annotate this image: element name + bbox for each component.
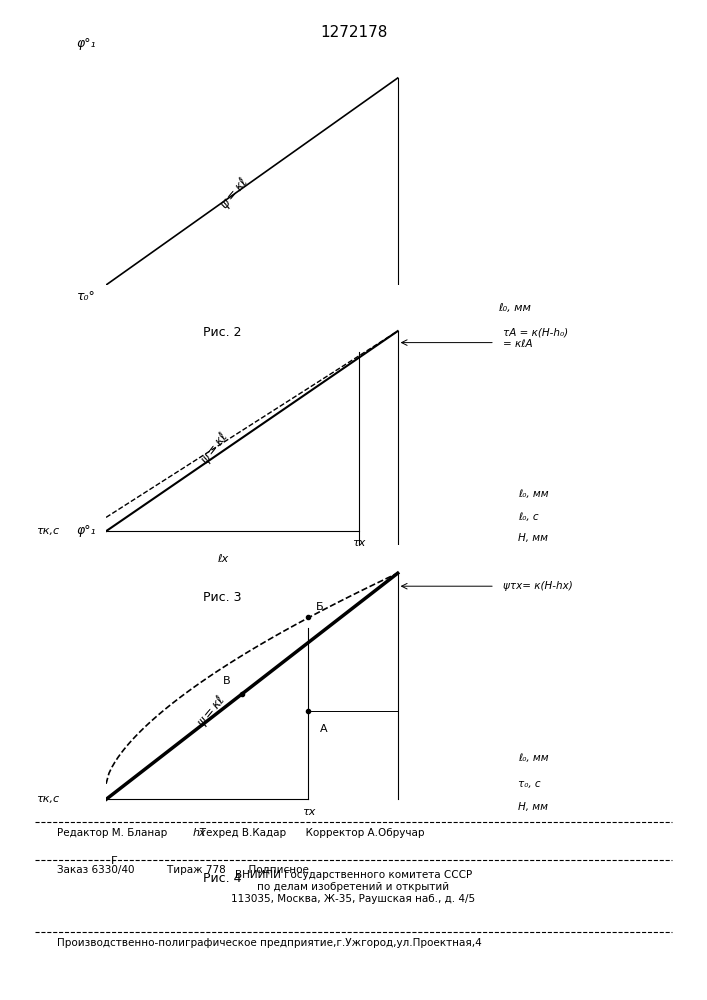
Text: τх: τх	[302, 807, 315, 817]
Text: 113035, Москва, Ж-35, Раушская наб., д. 4/5: 113035, Москва, Ж-35, Раушская наб., д. …	[231, 894, 476, 904]
Text: $\psi = \kappa\ell$: $\psi = \kappa\ell$	[192, 691, 230, 731]
Text: $\psi = \kappa\ell$: $\psi = \kappa\ell$	[216, 173, 253, 213]
Text: hх: hх	[192, 828, 206, 838]
Text: $\Gamma$: $\Gamma$	[110, 854, 118, 866]
Text: A: A	[320, 724, 327, 734]
Text: Рис. 4: Рис. 4	[204, 872, 242, 885]
Text: 1272178: 1272178	[320, 25, 387, 40]
Text: Рис. 3: Рис. 3	[204, 591, 242, 604]
Text: τк,с: τк,с	[36, 794, 59, 804]
Text: τА = к(H-h₀)
= кℓА: τА = к(H-h₀) = кℓА	[503, 327, 568, 349]
Text: Б: Б	[316, 602, 324, 612]
Text: ℓ₀, мм: ℓ₀, мм	[498, 303, 531, 313]
Text: τх: τх	[352, 538, 366, 548]
Text: B: B	[223, 676, 230, 686]
Text: ВНИИПИ Государственного комитета СССР: ВНИИПИ Государственного комитета СССР	[235, 870, 472, 880]
Text: ψτх= к(H-hх): ψτх= к(H-hх)	[503, 581, 573, 591]
Text: $\psi = \kappa\ell$: $\psi = \kappa\ell$	[197, 428, 233, 468]
Text: Производственно-полиграфическое предприятие,г.Ужгород,ул.Проектная,4: Производственно-полиграфическое предприя…	[57, 938, 481, 948]
Text: H, мм: H, мм	[518, 533, 548, 543]
Text: ℓ₀, мм: ℓ₀, мм	[518, 489, 549, 499]
Text: ℓх: ℓх	[217, 554, 228, 564]
Text: по делам изобретений и открытий: по делам изобретений и открытий	[257, 882, 450, 892]
Text: τ₀°: τ₀°	[77, 290, 96, 304]
Text: τ₀, с: τ₀, с	[518, 779, 541, 789]
Text: φ°₁: φ°₁	[77, 524, 96, 537]
Text: φ°₁: φ°₁	[77, 37, 96, 50]
Text: H, мм: H, мм	[518, 802, 548, 812]
Text: Заказ 6330/40          Тираж 778       Подписное: Заказ 6330/40 Тираж 778 Подписное	[57, 865, 308, 875]
Text: ℓ₀, мм: ℓ₀, мм	[518, 753, 549, 763]
Text: Редактор М. Бланар          Техред В.Кадар      Корректор А.Обручар: Редактор М. Бланар Техред В.Кадар Коррек…	[57, 828, 424, 838]
Text: Рис. 2: Рис. 2	[204, 326, 242, 339]
Text: τк,с: τк,с	[36, 526, 59, 536]
Text: ℓ₀, с: ℓ₀, с	[518, 512, 539, 522]
